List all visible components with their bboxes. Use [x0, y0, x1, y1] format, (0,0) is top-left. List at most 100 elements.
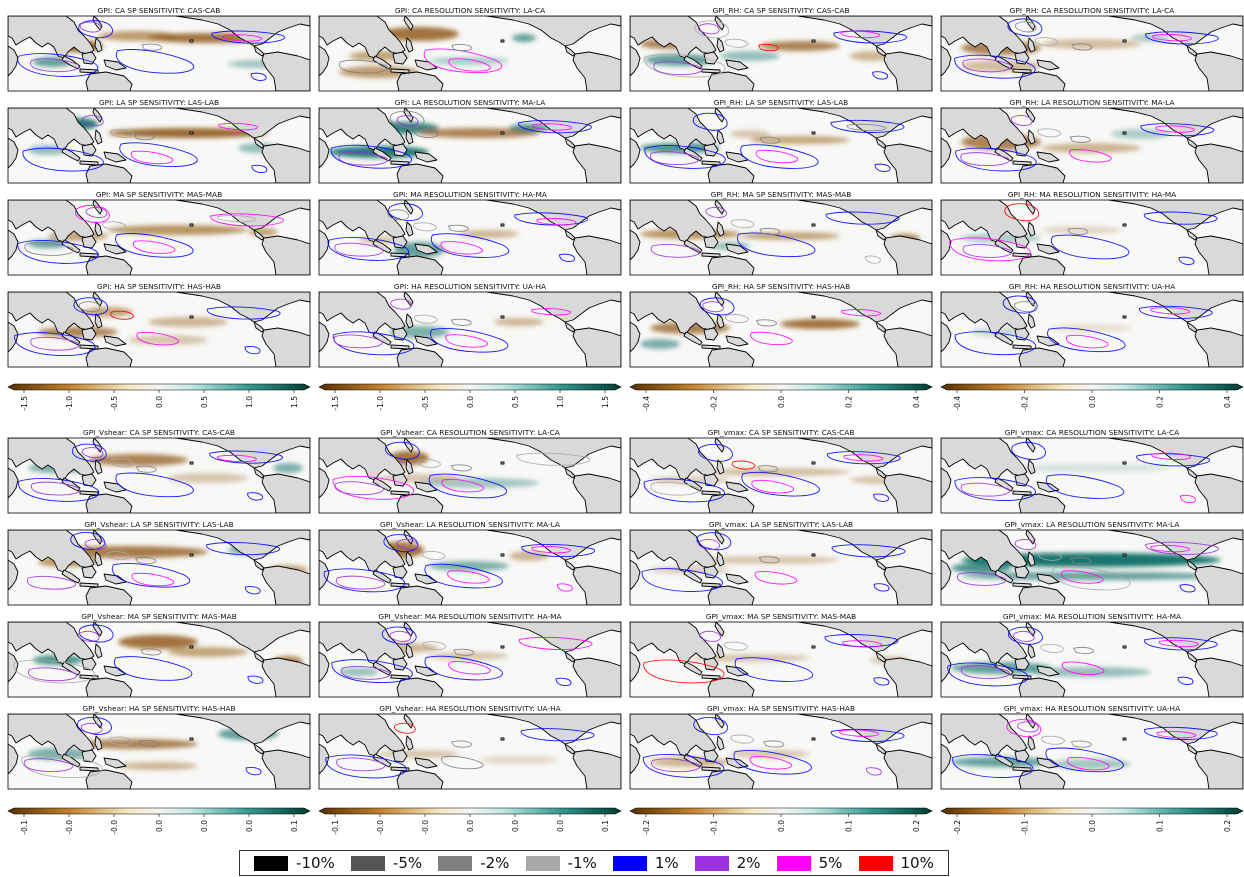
panel-frame: [629, 437, 933, 514]
contour-lines: [650, 206, 900, 264]
legend-label: -5%: [392, 854, 423, 872]
map-panel: GPI: LA RESOLUTION SENSITIVITY: MA-LA: [318, 98, 622, 184]
panel-frame: [940, 621, 1244, 698]
colorbar-tick-label: 0.0: [155, 396, 164, 408]
map-panel: GPI_RH: CA RESOLUTION SENSITIVITY: LA-CA: [940, 6, 1244, 92]
colorbar-tick-label: 0.2: [845, 396, 854, 408]
panel-title: GPI_RH: CA RESOLUTION SENSITIVITY: LA-CA: [1010, 6, 1175, 15]
legend-swatch: [438, 855, 473, 871]
colorbar-tick-label: -0.0: [376, 820, 385, 835]
panel-frame: [629, 15, 933, 92]
contour-lines: [17, 20, 285, 81]
legend-label: 5%: [818, 854, 843, 872]
land-mask: [8, 714, 310, 789]
panel-frame: [318, 621, 622, 698]
anomaly-field: [1011, 464, 1171, 472]
colorbar-tick-label: 0.0: [466, 396, 475, 408]
panel-frame: [629, 199, 933, 276]
colorbar: -0.4 -0.2 0.0 0.2 0.4: [629, 383, 933, 411]
panel-title: GPI: LA SP SENSITIVITY: LAS-LAB: [99, 98, 219, 107]
legend-label: 1%: [654, 854, 679, 872]
panel-title: GPI_vmax: LA RESOLUTION SENSITIVITY: MA-…: [1005, 520, 1180, 529]
panel-frame: [940, 291, 1244, 368]
contour-lines: [949, 203, 1218, 265]
colorbar-gradient: [7, 807, 311, 815]
colorbar-tick-label: 0.2: [1156, 396, 1165, 408]
panel-title: GPI_RH: MA RESOLUTION SENSITIVITY: HA-MA: [1008, 190, 1176, 199]
panel-title: GPI_vmax: CA SP SENSITIVITY: CAS-CAB: [708, 428, 855, 437]
panel-title: GPI_Vshear: CA RESOLUTION SENSITIVITY: L…: [380, 428, 560, 437]
land-mask: [319, 530, 621, 605]
panel-frame: [318, 713, 622, 790]
contour-lines: [643, 630, 899, 686]
panel-title: GPI: CA SP SENSITIVITY: CAS-CAB: [98, 6, 221, 15]
land-mask: [8, 108, 310, 183]
contour-lines: [643, 443, 901, 503]
map-panel: GPI_vmax: HA SP SENSITIVITY: HAS-HAB: [629, 704, 933, 790]
contour-lines: [644, 20, 907, 80]
panel-title: GPI_Vshear: HA SP SENSITIVITY: HAS-HAB: [82, 704, 235, 713]
land-mask: [319, 16, 621, 91]
contour-lines: [330, 110, 592, 169]
colorbar-gradient: [629, 807, 933, 815]
map-panel: GPI_vmax: HA RESOLUTION SENSITIVITY: UA-…: [940, 704, 1244, 790]
panel-title: GPI_Vshear: CA SP SENSITIVITY: CAS-CAB: [83, 428, 235, 437]
colorbar: -0.1 -0.0 -0.0 0.0 0.0 0.0 0.1: [318, 807, 622, 835]
land-mask: [941, 622, 1243, 697]
legend-swatch: [776, 855, 811, 871]
panel-title: GPI_vmax: CA RESOLUTION SENSITIVITY: LA-…: [1005, 428, 1179, 437]
map-panel: GPI_RH: MA RESOLUTION SENSITIVITY: HA-MA: [940, 190, 1244, 276]
map-panel: GPI: HA SP SENSITIVITY: HAS-HAB: [7, 282, 311, 368]
colorbar-tick-label: -0.2: [642, 820, 651, 835]
legend-swatch: [858, 855, 893, 871]
colorbar-tick-label: 0.0: [155, 820, 164, 832]
map-panel: GPI_vmax: MA RESOLUTION SENSITIVITY: HA-…: [940, 612, 1244, 698]
contour-lines: [14, 297, 281, 357]
colorbar-tick-label: 0.0: [777, 820, 786, 832]
legend-item: -2%: [438, 854, 509, 872]
map-panel: GPI_vmax: LA RESOLUTION SENSITIVITY: MA-…: [940, 520, 1244, 606]
contour-lines: [22, 115, 268, 173]
legend-item: 1%: [612, 854, 679, 872]
panel-title: GPI_Vshear: MA RESOLUTION SENSITIVITY: H…: [378, 612, 561, 621]
contour-lines: [955, 115, 1215, 172]
colorbar-tick-label: -0.1: [710, 820, 719, 835]
map-panel: GPI_RH: HA SP SENSITIVITY: HAS-HAB: [629, 282, 933, 368]
map-panel: GPI_RH: CA SP SENSITIVITY: CAS-CAB: [629, 6, 933, 92]
land-mask: [8, 530, 310, 605]
colorbar-tick-label: -0.2: [1021, 396, 1030, 411]
panel-frame: [318, 15, 622, 92]
legend-swatch: [612, 855, 647, 871]
panel-frame: [318, 437, 622, 514]
colorbar-tick-label: 0.1: [845, 820, 854, 832]
legend-label: 10%: [900, 854, 934, 872]
colorbar-tick-label: 0.1: [290, 820, 299, 832]
panel-title: GPI_RH: HA SP SENSITIVITY: HAS-HAB: [712, 282, 850, 291]
land-mask: [630, 292, 932, 367]
colorbar-tick-label: 0.5: [511, 396, 520, 408]
colorbar-tick-label: 0.1: [1156, 820, 1165, 832]
land-mask: [319, 200, 621, 275]
map-panel: GPI_RH: HA RESOLUTION SENSITIVITY: UA-HA: [940, 282, 1244, 368]
panel-frame: [318, 107, 622, 184]
colorbar-tick-label: 1.0: [245, 396, 254, 408]
land-mask: [941, 108, 1243, 183]
map-panel: GPI: CA RESOLUTION SENSITIVITY: LA-CA: [318, 6, 622, 92]
colorbar-tick-label: -0.4: [953, 396, 962, 411]
legend-swatch: [694, 855, 729, 871]
land-mask: [941, 438, 1243, 513]
map-panel: GPI_Vshear: CA SP SENSITIVITY: CAS-CAB: [7, 428, 311, 514]
map-panel: GPI: MA SP SENSITIVITY: MAS-MAB: [7, 190, 311, 276]
panel-frame: [629, 291, 933, 368]
panel-title: GPI_Vshear: LA RESOLUTION SENSITIVITY: M…: [380, 520, 560, 529]
map-panel: GPI_Vshear: LA SP SENSITIVITY: LAS-LAB: [7, 520, 311, 606]
colorbar-gradient: [629, 383, 933, 391]
contour-lines: [327, 203, 588, 262]
colorbar-tick-label: 0.1: [601, 820, 610, 832]
contour-lines: [644, 112, 905, 172]
land-mask: [319, 292, 621, 367]
colorbar: -0.2 -0.1 0.0 0.1 0.2: [629, 807, 933, 835]
colorbar-tick-label: -1.5: [331, 396, 340, 411]
contour-lines: [954, 441, 1210, 504]
